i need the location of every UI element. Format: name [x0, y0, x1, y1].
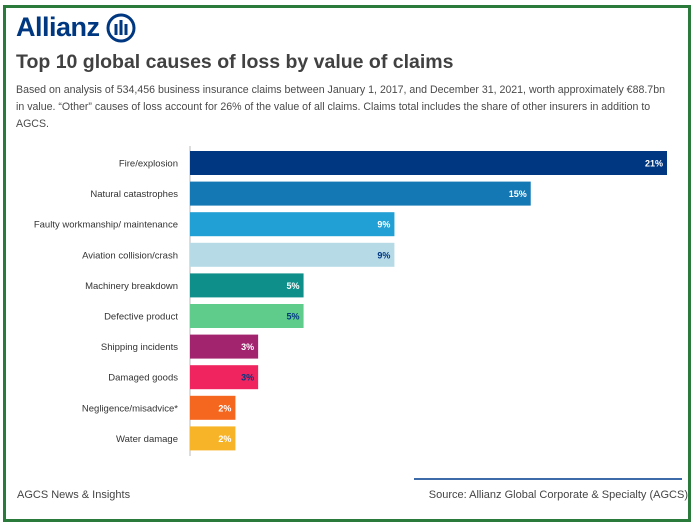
- data-label: 15%: [509, 189, 527, 199]
- bar-3: [190, 212, 395, 237]
- allianz-logo: Allianz: [16, 12, 136, 43]
- data-label: 3%: [241, 342, 254, 352]
- category-label: Aviation collision/crash: [82, 250, 178, 261]
- footer-divider: [414, 478, 682, 480]
- footer-publication: AGCS News & Insights: [17, 489, 131, 501]
- data-label: 3%: [241, 373, 254, 383]
- category-label: Damaged goods: [108, 373, 178, 384]
- bar-8: [190, 365, 259, 390]
- page-title: Top 10 global causes of loss by value of…: [16, 51, 454, 73]
- category-label: Faulty workmanship/ maintenance: [34, 220, 178, 231]
- footer-source: Source: Allianz Global Corporate & Speci…: [428, 489, 688, 501]
- bar-7: [190, 334, 259, 359]
- category-label: Water damage: [116, 434, 178, 445]
- logo-text: Allianz: [16, 12, 100, 42]
- data-label: 5%: [287, 312, 300, 322]
- data-label: 9%: [377, 220, 390, 230]
- bar-5: [190, 273, 304, 298]
- bar-9: [190, 395, 236, 420]
- allianz-eagle-icon: [106, 13, 136, 42]
- data-label: 5%: [287, 281, 300, 291]
- bar-10: [190, 426, 236, 451]
- bar-2: [190, 181, 531, 206]
- data-label: 2%: [218, 403, 231, 413]
- chart-description: Based on analysis of 534,456 business in…: [16, 84, 665, 130]
- data-label: 21%: [645, 159, 663, 169]
- bar-4: [190, 242, 395, 267]
- category-label: Natural catastrophes: [90, 189, 178, 200]
- bar-6: [190, 304, 304, 328]
- category-label: Shipping incidents: [101, 342, 178, 353]
- bar-1: [190, 151, 667, 175]
- data-label: 2%: [218, 434, 231, 444]
- category-label: Negligence/misadvice*: [82, 403, 178, 414]
- category-label: Fire/explosion: [119, 159, 178, 170]
- data-label: 9%: [377, 250, 390, 260]
- category-label: Defective product: [104, 312, 178, 323]
- category-label: Machinery breakdown: [85, 281, 178, 292]
